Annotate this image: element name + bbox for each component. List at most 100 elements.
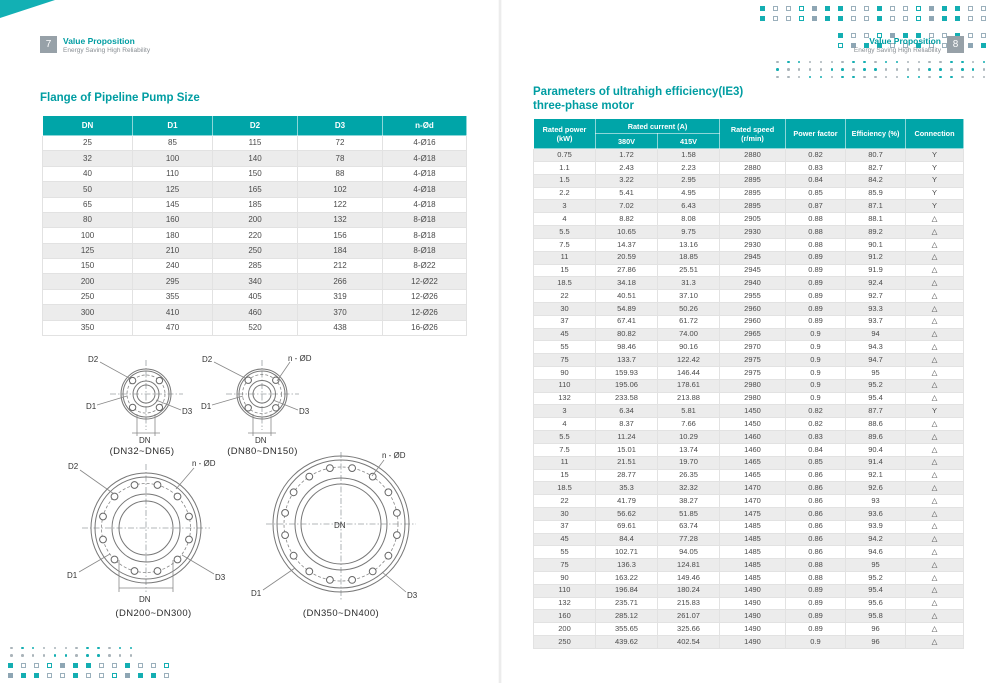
diagram-caption: (DN80~DN150) [227, 446, 298, 457]
table-cell: 0.86 [785, 532, 847, 547]
table-cell: 2965 [719, 327, 787, 342]
decor-dot [86, 654, 89, 657]
table-cell: 88.6 [845, 417, 907, 432]
decor-square [942, 42, 947, 48]
table-cell: 98.46 [595, 340, 658, 355]
table-row: 2.2 5.41 4.95 2895 0.85 85.9 Y [533, 186, 965, 201]
table-cell: 1460 [719, 430, 787, 444]
decor-dot [939, 75, 942, 78]
table-cell: 0.9 [785, 391, 847, 406]
table-cell: △ [905, 481, 965, 496]
table-cell: 0.89 [785, 583, 847, 598]
table-cell: 200 [42, 273, 133, 290]
table-cell: △ [905, 237, 965, 252]
table-cell: 11 [533, 455, 596, 470]
page-number-badge: 8 [947, 36, 964, 53]
table-cell: 74.00 [656, 327, 721, 342]
table-cell: 32.32 [656, 481, 721, 496]
table-cell: △ [905, 391, 965, 406]
table-cell: 1470 [719, 494, 787, 508]
decor-square [968, 42, 973, 48]
decor-dot [830, 75, 834, 78]
table-cell: 15 [533, 263, 596, 278]
table-cell: 8-Ø18 [382, 242, 467, 260]
decor-square [929, 5, 934, 11]
decor-square [890, 32, 895, 38]
table-cell: 45 [533, 532, 596, 547]
table-cell: 261.07 [656, 609, 721, 624]
decor-square [799, 5, 804, 11]
decor-square [138, 672, 143, 678]
table-cell: 196.84 [595, 583, 658, 598]
table-cell: 285.12 [595, 609, 658, 624]
table-cell: 93.9 [845, 519, 907, 534]
table-cell: 370 [297, 304, 383, 321]
table-cell: 460 [212, 304, 298, 321]
decor-square [799, 15, 804, 21]
table-cell: 110 [533, 583, 596, 598]
table-cell: 90.4 [845, 442, 907, 457]
table-cell: 100 [132, 150, 213, 167]
table-cell: 150 [42, 257, 133, 275]
decor-square [838, 5, 843, 11]
decor-dot [53, 654, 57, 657]
table-cell: 85 [132, 134, 213, 152]
table-cell: 92.4 [845, 276, 907, 291]
decor-dot [852, 75, 855, 78]
diagram-caption: (DN32~DN65) [109, 446, 175, 457]
decor-dot [86, 646, 89, 649]
table-cell: 163.22 [595, 571, 658, 585]
column-header: D1 [132, 115, 213, 136]
table-cell: 18.85 [656, 250, 721, 265]
decor-dot [808, 60, 812, 63]
table-cell: 0.89 [785, 301, 847, 316]
left-page-header: 7 Value Proposition Energy Saving High R… [40, 36, 150, 55]
table-cell: 250 [533, 635, 596, 649]
table-cell: 1.72 [595, 148, 658, 163]
decor-dot [906, 68, 910, 71]
table-cell: 14.37 [595, 237, 658, 252]
decor-square [864, 32, 869, 38]
decor-dot [971, 60, 975, 63]
decor-dot [118, 646, 122, 649]
table-cell: △ [905, 212, 965, 227]
decor-square [955, 15, 960, 21]
decor-square [73, 662, 78, 668]
table-cell: 266 [297, 273, 383, 290]
decor-dot [129, 646, 133, 649]
decor-dot [950, 75, 953, 78]
table-cell: 18.5 [533, 481, 596, 496]
table-row: 100 180 220 156 8-Ø18 [42, 227, 467, 244]
decor-dot [982, 68, 986, 71]
table-cell: 1475 [719, 506, 787, 521]
table-cell: 37 [533, 314, 596, 329]
table-row: 11 20.59 18.85 2945 0.89 91.2 △ [533, 250, 965, 265]
table-cell: 90.16 [656, 340, 721, 355]
table-cell: 325.66 [656, 622, 721, 637]
table-cell: 2930 [719, 225, 787, 239]
table-row: 200 295 340 266 12-Ø22 [42, 273, 467, 290]
decor-dot [75, 654, 78, 657]
decor-square [942, 5, 947, 11]
table-row: 4 8.82 8.08 2905 0.88 88.1 △ [533, 212, 965, 227]
table-cell: 1470 [719, 481, 787, 496]
column-header-380v: 380V [595, 133, 658, 150]
decor-square [34, 662, 39, 668]
decor-dot [108, 646, 111, 649]
decor-dot [982, 60, 986, 63]
decor-dot [797, 68, 801, 71]
decor-square [786, 15, 791, 21]
table-cell: 4-Ø18 [382, 196, 467, 213]
table-cell: 96 [845, 622, 907, 637]
table-cell: 2975 [719, 366, 787, 380]
table-cell: 0.89 [785, 289, 847, 303]
table-cell: 4-Ø16 [382, 134, 467, 152]
decor-dot [118, 654, 122, 657]
column-header: DN [42, 115, 133, 136]
table-cell: △ [905, 583, 965, 598]
table-row: 22 40.51 37.10 2955 0.89 92.7 △ [533, 289, 965, 303]
table-cell: Y [905, 161, 965, 175]
decor-square [916, 32, 921, 38]
table-cell: 84.4 [595, 532, 658, 547]
motor-parameters-table: Rated power (kW) Rated current (A) Rated… [533, 117, 965, 649]
